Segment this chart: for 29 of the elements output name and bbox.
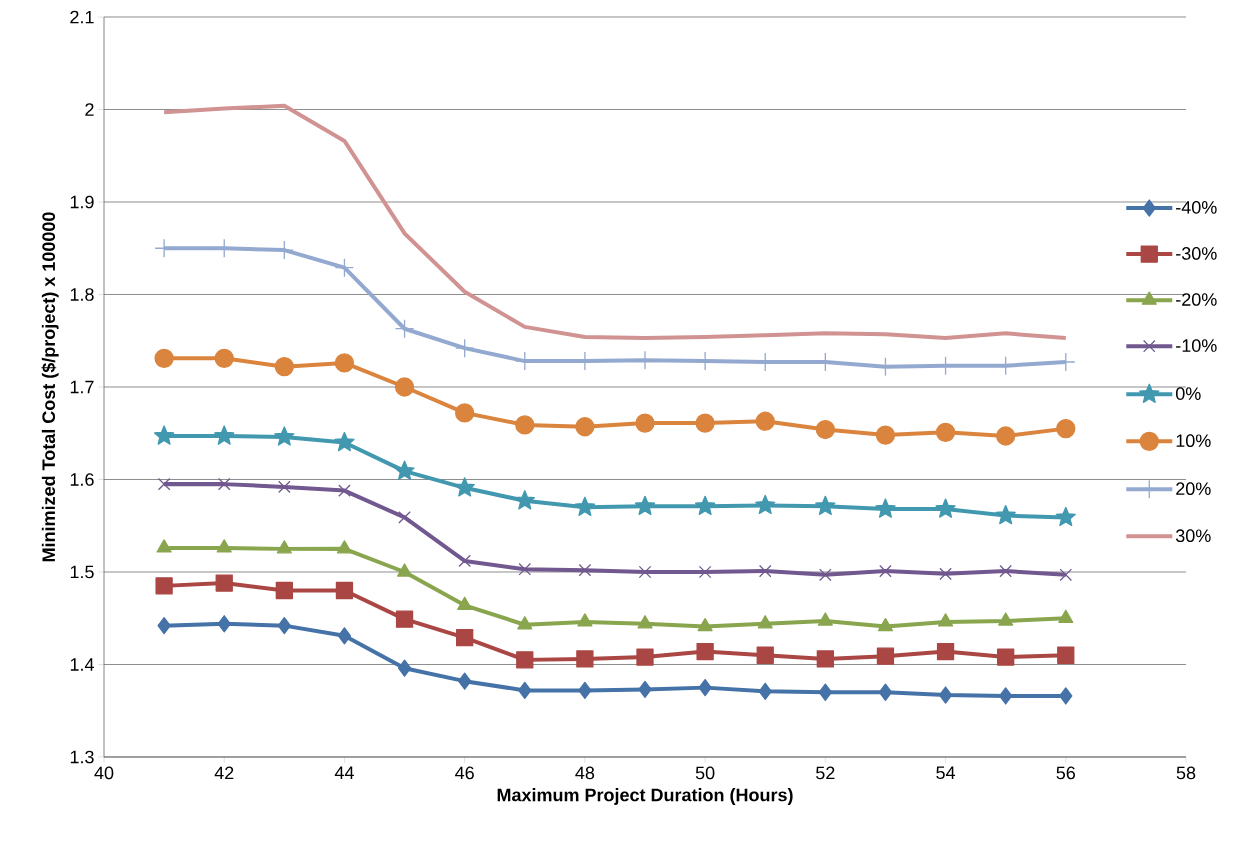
legend-label: -30%: [1176, 247, 1217, 260]
x-tick-label: 40: [94, 766, 114, 780]
x-tick-label: 48: [575, 766, 595, 780]
legend-label: 0%: [1175, 387, 1201, 400]
x-tick-label: 44: [334, 766, 354, 779]
y-tick-label: 1.8: [70, 288, 94, 301]
y-tick-label: 1.9: [70, 195, 94, 209]
y-tick-label: 1.6: [70, 473, 94, 486]
y-tick-label: 1.3: [70, 750, 94, 764]
x-tick-label: 58: [1176, 766, 1196, 780]
x-tick-label: 50: [695, 766, 715, 780]
x-tick-label: 42: [214, 766, 234, 780]
legend-label: 30%: [1175, 529, 1211, 543]
x-tick-label: 52: [816, 766, 835, 780]
legend-label: 10%: [1176, 434, 1211, 448]
y-tick-label: 1.7: [70, 380, 94, 394]
x-tick-label: 54: [936, 766, 956, 780]
legend-label: 20%: [1176, 482, 1211, 496]
y-axis-title: Minimized Total Cost ($/project) x 100000: [41, 212, 59, 562]
x-tick-label: 56: [1056, 766, 1075, 780]
y-tick-label: 1.5: [70, 565, 94, 579]
y-tick-label: 2.1: [70, 10, 94, 24]
x-tick-label: 46: [455, 766, 474, 780]
y-tick-label: 1.4: [70, 658, 94, 671]
x-axis-title: Maximum Project Duration (Hours): [497, 788, 793, 805]
legend-label: -20%: [1176, 293, 1217, 306]
legend-label: -40%: [1176, 201, 1217, 214]
y-tick-label: 2: [85, 103, 94, 116]
legend-label: -10%: [1176, 339, 1217, 352]
